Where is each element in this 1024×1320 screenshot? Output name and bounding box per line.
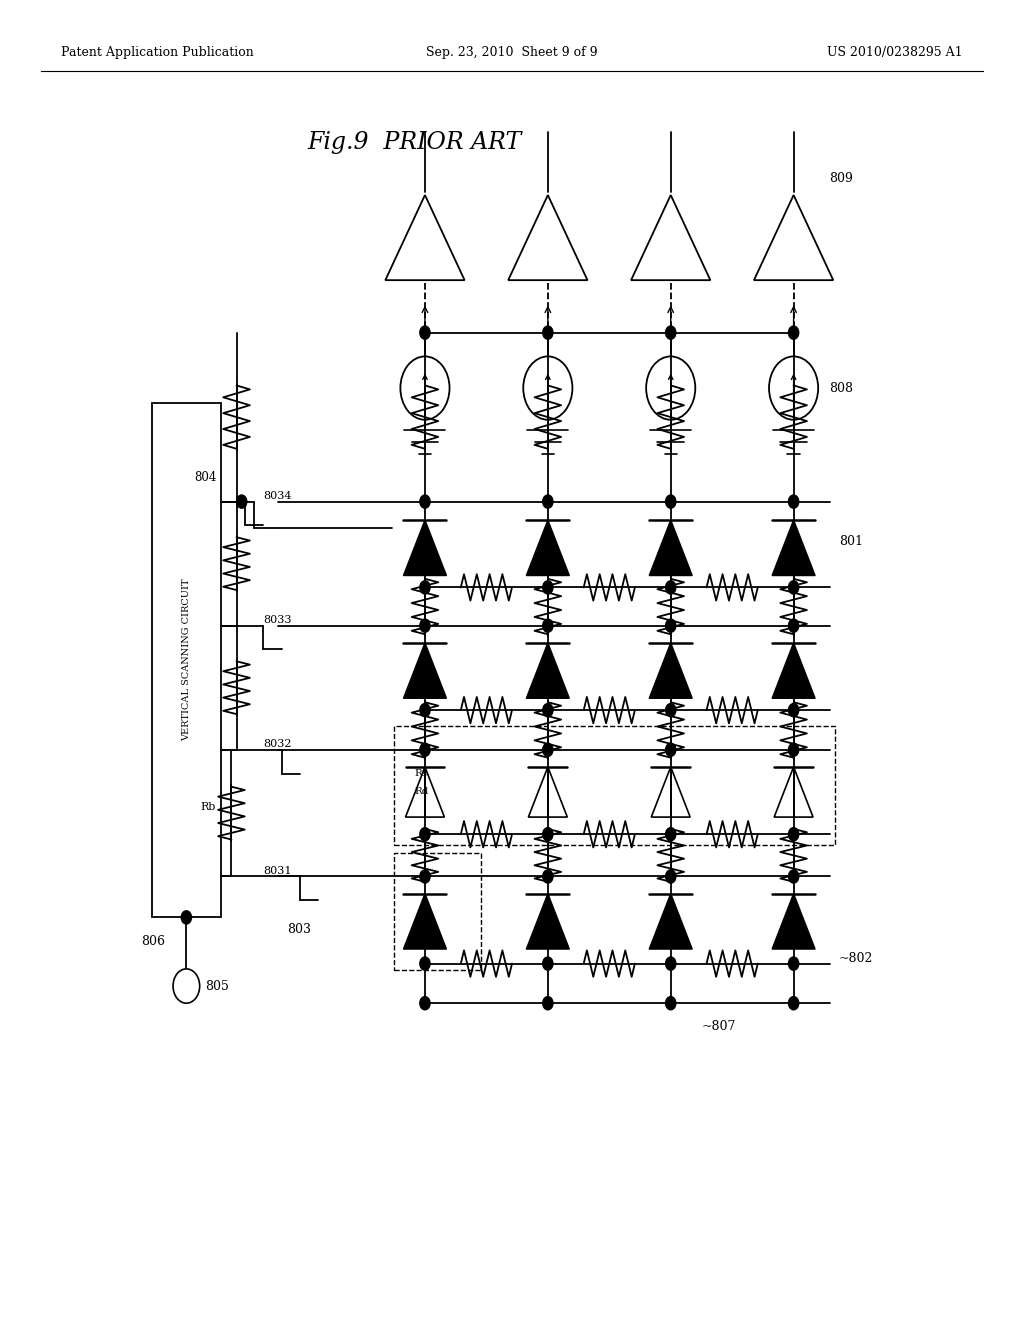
Circle shape <box>543 870 553 883</box>
Text: VERTICAL SCANNING CIRCUIT: VERTICAL SCANNING CIRCUIT <box>182 578 190 742</box>
Polygon shape <box>403 520 446 576</box>
Circle shape <box>788 581 799 594</box>
Circle shape <box>420 957 430 970</box>
Circle shape <box>420 704 430 717</box>
Circle shape <box>181 911 191 924</box>
Circle shape <box>666 326 676 339</box>
Circle shape <box>788 704 799 717</box>
Polygon shape <box>526 520 569 576</box>
Text: 806: 806 <box>141 935 165 948</box>
Circle shape <box>543 957 553 970</box>
Polygon shape <box>403 894 446 949</box>
Polygon shape <box>649 894 692 949</box>
Text: 8032: 8032 <box>263 739 292 750</box>
Text: 809: 809 <box>829 172 853 185</box>
Circle shape <box>420 619 430 632</box>
Circle shape <box>543 581 553 594</box>
Text: Fig.9  PRIOR ART: Fig.9 PRIOR ART <box>307 131 521 154</box>
Circle shape <box>788 828 799 841</box>
Text: 801: 801 <box>839 535 862 548</box>
Circle shape <box>543 619 553 632</box>
Circle shape <box>237 495 247 508</box>
Text: 8031: 8031 <box>263 866 292 876</box>
Circle shape <box>543 495 553 508</box>
Circle shape <box>788 619 799 632</box>
Circle shape <box>788 997 799 1010</box>
Circle shape <box>666 619 676 632</box>
Circle shape <box>666 997 676 1010</box>
Circle shape <box>666 870 676 883</box>
Circle shape <box>543 743 553 756</box>
Circle shape <box>543 704 553 717</box>
Circle shape <box>666 581 676 594</box>
Text: Rs: Rs <box>415 770 428 777</box>
Text: Rd: Rd <box>415 788 429 796</box>
Text: 8033: 8033 <box>263 615 292 626</box>
Polygon shape <box>772 894 815 949</box>
Polygon shape <box>649 520 692 576</box>
Bar <box>394 726 835 845</box>
Circle shape <box>666 743 676 756</box>
Circle shape <box>788 495 799 508</box>
Text: 8034: 8034 <box>263 491 292 502</box>
Polygon shape <box>526 643 569 698</box>
Circle shape <box>420 828 430 841</box>
Circle shape <box>666 957 676 970</box>
Text: 805: 805 <box>205 979 228 993</box>
Text: 804: 804 <box>195 471 217 484</box>
Bar <box>152 403 221 917</box>
Text: Sep. 23, 2010  Sheet 9 of 9: Sep. 23, 2010 Sheet 9 of 9 <box>426 46 598 59</box>
Circle shape <box>543 326 553 339</box>
Text: US 2010/0238295 A1: US 2010/0238295 A1 <box>827 46 963 59</box>
Polygon shape <box>649 643 692 698</box>
Bar <box>394 853 481 970</box>
Circle shape <box>420 581 430 594</box>
Circle shape <box>788 957 799 970</box>
Circle shape <box>666 704 676 717</box>
Circle shape <box>788 326 799 339</box>
Circle shape <box>420 326 430 339</box>
Circle shape <box>788 743 799 756</box>
Polygon shape <box>526 894 569 949</box>
Text: 803: 803 <box>287 923 310 936</box>
Circle shape <box>543 997 553 1010</box>
Circle shape <box>666 828 676 841</box>
Text: ~807: ~807 <box>701 1020 736 1034</box>
Circle shape <box>420 495 430 508</box>
Circle shape <box>420 743 430 756</box>
Circle shape <box>666 495 676 508</box>
Text: 808: 808 <box>829 381 853 395</box>
Polygon shape <box>772 643 815 698</box>
Circle shape <box>420 997 430 1010</box>
Circle shape <box>420 870 430 883</box>
Text: ~802: ~802 <box>839 952 873 965</box>
Polygon shape <box>772 520 815 576</box>
Circle shape <box>543 828 553 841</box>
Polygon shape <box>403 643 446 698</box>
Circle shape <box>788 870 799 883</box>
Text: Rb: Rb <box>201 801 216 812</box>
Text: Patent Application Publication: Patent Application Publication <box>61 46 254 59</box>
